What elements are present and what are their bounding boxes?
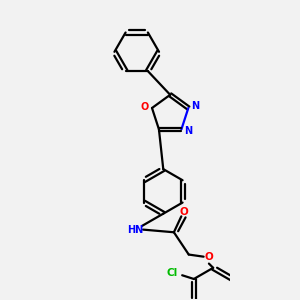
Text: O: O [141,102,149,112]
Text: N: N [184,127,192,136]
Text: O: O [205,252,213,262]
Text: Cl: Cl [167,268,178,278]
Text: HN: HN [128,225,144,235]
Text: N: N [191,101,199,111]
Text: O: O [179,207,188,217]
